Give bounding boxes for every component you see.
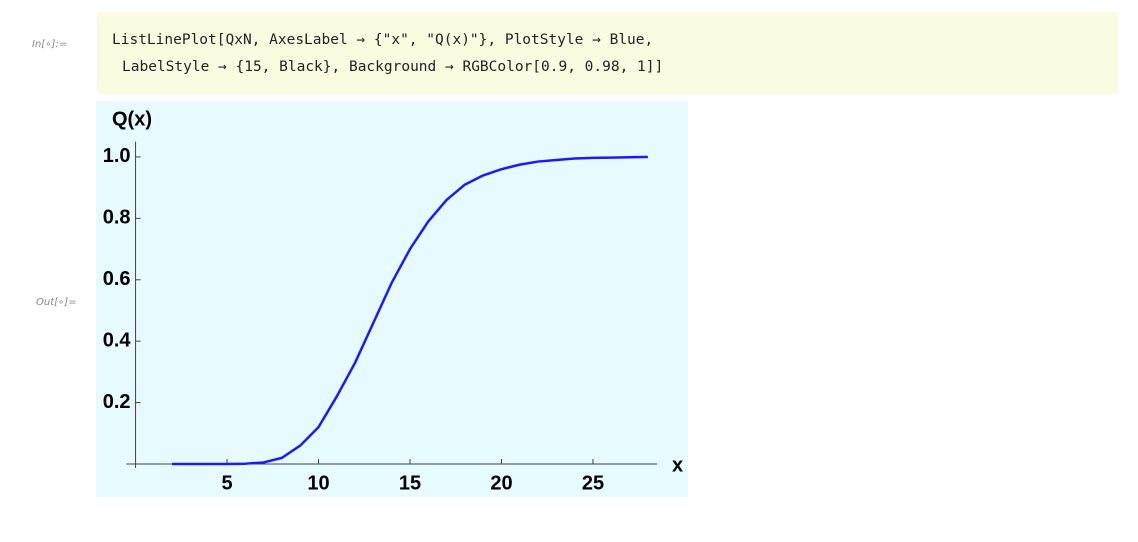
y-tick-label: 0.2 [103, 391, 131, 413]
x-tick-label: 5 [221, 472, 232, 494]
input-cell[interactable] [97, 12, 1118, 94]
x-axis-label: x [672, 454, 683, 476]
code-line: ListLinePlot[QxN, AxesLabel → {"x", "Q(x… [112, 32, 653, 48]
y-axis-label: Q(x) [112, 108, 152, 130]
plot-background [96, 101, 688, 497]
x-tick-label: 20 [490, 472, 512, 494]
x-tick-label: 25 [582, 472, 604, 494]
x-tick-label: 10 [307, 472, 329, 494]
x-tick-label: 15 [399, 472, 421, 494]
data-line [172, 155, 648, 466]
code-line: LabelStyle → {15, Black}, Background → R… [122, 59, 663, 75]
y-tick-label: 0.4 [103, 329, 132, 351]
output-label: Out[∘]= [36, 297, 77, 308]
y-tick-label: 0.8 [103, 207, 131, 229]
y-tick-label: 1.0 [103, 145, 131, 167]
y-tick-label: 0.6 [103, 268, 131, 290]
input-label: In[∘]:= [32, 39, 67, 50]
